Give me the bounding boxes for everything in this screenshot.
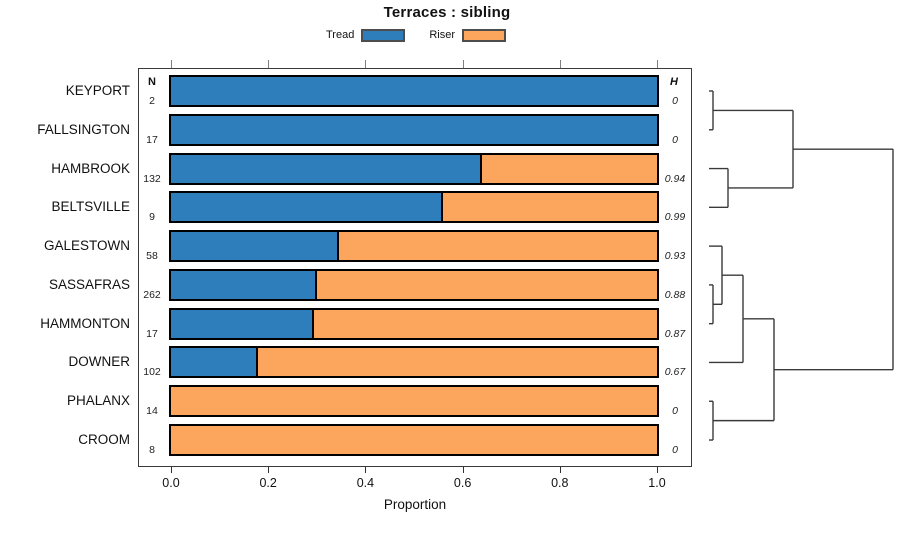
x-axis-tick bbox=[657, 466, 658, 473]
h-value: 0.94 bbox=[664, 172, 686, 185]
bar bbox=[169, 230, 659, 263]
n-value: 14 bbox=[146, 405, 158, 418]
legend-swatch-tread bbox=[361, 28, 406, 42]
h-column-header: H bbox=[670, 76, 678, 88]
n-value: 58 bbox=[146, 250, 158, 263]
x-axis-top-tick bbox=[171, 60, 172, 68]
bar-segment-tread bbox=[171, 348, 259, 377]
n-column-header: N bbox=[148, 76, 156, 88]
row-label: PHALANX bbox=[66, 393, 130, 409]
row-label: SASSAFRAS bbox=[48, 276, 130, 292]
legend-label-riser: Riser bbox=[429, 29, 455, 41]
h-value: 0.87 bbox=[664, 327, 686, 340]
bar bbox=[169, 346, 659, 379]
h-value: 0 bbox=[672, 444, 678, 457]
legend-item-riser: Riser bbox=[429, 28, 506, 42]
chart-title: Terraces : sibling bbox=[383, 4, 511, 21]
row-label: GALESTOWN bbox=[43, 238, 130, 254]
row-label: CROOM bbox=[78, 432, 130, 448]
n-value: 262 bbox=[143, 288, 161, 301]
x-axis-top-tick bbox=[657, 60, 658, 68]
row-label: BELTSVILLE bbox=[51, 199, 130, 215]
legend-label-tread: Tread bbox=[326, 29, 355, 41]
row-label: HAMMONTON bbox=[40, 315, 130, 331]
bar-segment-tread bbox=[171, 309, 315, 338]
x-axis-tick-label: 1.0 bbox=[648, 476, 666, 490]
bar bbox=[169, 75, 659, 107]
legend-swatch-riser bbox=[462, 28, 506, 42]
x-axis-tick bbox=[559, 466, 561, 473]
row-label: FALLSINGTON bbox=[37, 121, 130, 137]
x-axis-tick-label: 0.8 bbox=[551, 476, 569, 490]
n-value: 17 bbox=[146, 327, 158, 340]
row-label: KEYPORT bbox=[65, 83, 130, 98]
legend-item-tread: Tread bbox=[326, 28, 406, 42]
h-value: 0.93 bbox=[664, 250, 686, 263]
x-axis-tick bbox=[171, 466, 172, 473]
x-axis-tick-label: 0.2 bbox=[259, 476, 277, 490]
legend: Tread Riser bbox=[138, 27, 694, 43]
bar bbox=[169, 152, 659, 185]
n-value: 9 bbox=[149, 211, 155, 224]
h-value: 0.99 bbox=[664, 211, 686, 224]
n-value: 102 bbox=[143, 366, 161, 379]
bar-segment-tread bbox=[171, 193, 444, 222]
bar bbox=[169, 268, 659, 301]
n-value: 8 bbox=[149, 444, 155, 457]
bar-segment-tread bbox=[171, 154, 483, 183]
bar bbox=[169, 307, 659, 340]
bar bbox=[169, 424, 659, 457]
h-value: 0.67 bbox=[664, 366, 686, 379]
bar-segment-tread bbox=[171, 115, 657, 144]
bar-segment-tread bbox=[171, 270, 317, 299]
x-axis-top-tick bbox=[559, 60, 561, 68]
x-axis-tick bbox=[365, 466, 367, 473]
bar-segment-tread bbox=[171, 232, 339, 261]
x-axis-top-tick bbox=[268, 60, 270, 68]
bar bbox=[169, 113, 659, 146]
x-axis-tick bbox=[268, 466, 270, 473]
x-axis-tick-label: 0.6 bbox=[453, 476, 472, 490]
bar-segment-tread bbox=[171, 77, 657, 105]
n-value: 2 bbox=[149, 95, 155, 107]
h-value: 0 bbox=[672, 95, 678, 107]
n-value: 17 bbox=[146, 133, 158, 146]
h-value: 0.88 bbox=[664, 288, 686, 301]
x-axis-top-tick bbox=[462, 60, 464, 68]
row-label: HAMBROOK bbox=[51, 160, 130, 176]
x-axis-tick-label: 0.4 bbox=[356, 476, 375, 490]
x-axis-top-tick bbox=[365, 60, 367, 68]
n-value: 132 bbox=[143, 172, 161, 185]
h-value: 0 bbox=[672, 405, 678, 418]
h-value: 0 bbox=[672, 133, 678, 146]
row-label: DOWNER bbox=[68, 354, 131, 370]
bar bbox=[169, 385, 659, 418]
x-axis-tick-label: 0.0 bbox=[162, 476, 180, 490]
x-axis-tick bbox=[462, 466, 464, 473]
x-axis-label: Proportion bbox=[383, 497, 447, 512]
bar bbox=[169, 191, 659, 224]
